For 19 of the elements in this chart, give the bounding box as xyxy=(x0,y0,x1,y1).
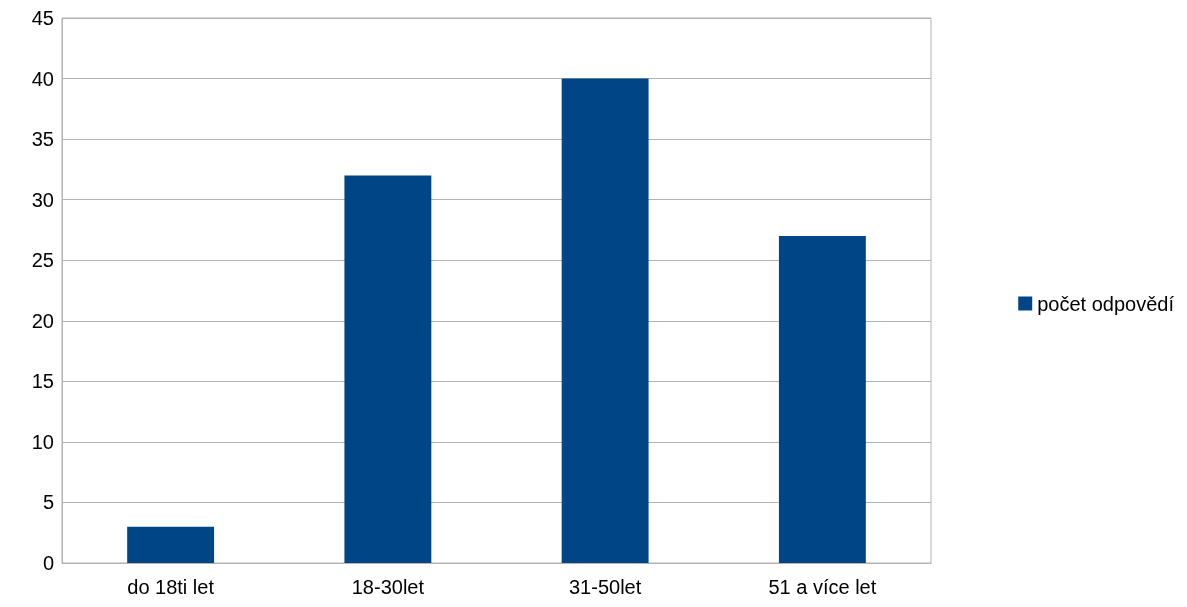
bar xyxy=(344,175,432,563)
y-tick-label: 5 xyxy=(42,491,54,514)
y-tick-label: 30 xyxy=(31,188,54,211)
y-tick-label: 20 xyxy=(31,309,54,332)
x-tick-label: do 18ti let xyxy=(127,576,215,598)
bar xyxy=(778,236,866,563)
y-tick-label: 45 xyxy=(31,7,54,29)
y-tick-label: 10 xyxy=(31,430,54,453)
legend-label: počet odpovědí xyxy=(1037,292,1175,315)
y-tick-label: 0 xyxy=(42,552,54,574)
y-tick-label: 35 xyxy=(31,128,54,151)
y-tick-label: 40 xyxy=(31,67,54,90)
bar xyxy=(561,78,649,563)
y-tick-label: 25 xyxy=(31,249,54,272)
x-tick-label: 31-50let xyxy=(568,576,642,598)
bar xyxy=(127,526,215,563)
x-tick-label: 51 a více let xyxy=(768,576,877,598)
x-tick-label: 18-30let xyxy=(351,576,425,598)
y-tick-label: 15 xyxy=(31,370,54,393)
